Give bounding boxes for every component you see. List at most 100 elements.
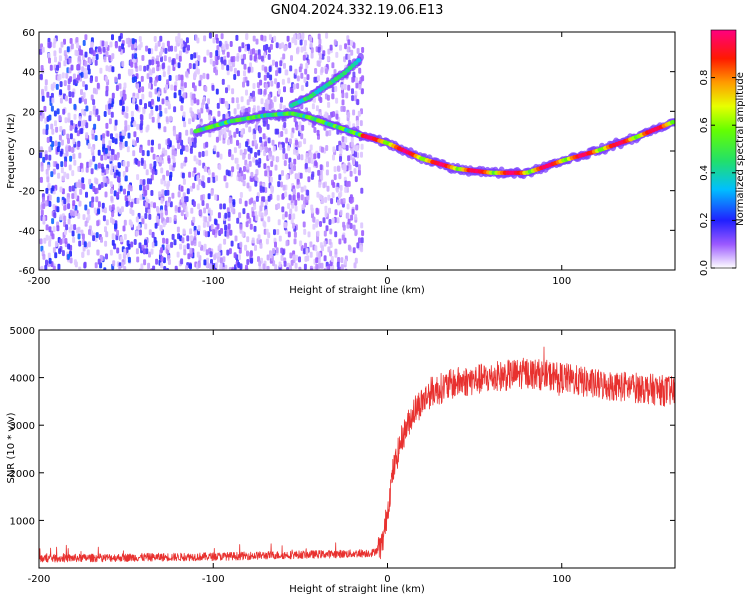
- noise-speckle: [78, 152, 82, 159]
- noise-speckle: [325, 130, 329, 137]
- noise-speckle: [352, 109, 356, 116]
- noise-speckle: [48, 235, 52, 242]
- noise-speckle: [289, 65, 293, 72]
- noise-speckle: [63, 204, 67, 211]
- noise-speckle: [51, 128, 55, 135]
- noise-speckle: [249, 250, 253, 257]
- noise-speckle: [141, 150, 145, 156]
- noise-speckle: [177, 191, 181, 198]
- noise-speckle: [340, 257, 344, 264]
- noise-speckle: [269, 150, 273, 157]
- noise-speckle: [75, 181, 79, 188]
- noise-speckle: [243, 63, 247, 70]
- noise-speckle: [105, 231, 109, 238]
- noise-speckle: [60, 41, 64, 48]
- noise-speckle: [147, 48, 151, 55]
- noise-speckle: [173, 92, 177, 99]
- noise-speckle: [242, 153, 246, 160]
- noise-speckle: [53, 37, 57, 44]
- noise-speckle: [323, 240, 327, 247]
- noise-speckle: [149, 178, 152, 185]
- noise-speckle: [325, 32, 329, 39]
- noise-speckle: [332, 182, 336, 188]
- noise-speckle: [360, 222, 364, 229]
- noise-speckle: [275, 61, 278, 68]
- noise-speckle: [347, 39, 351, 46]
- noise-speckle: [298, 141, 302, 148]
- noise-speckle: [209, 263, 213, 270]
- noise-speckle: [96, 82, 100, 89]
- noise-speckle: [283, 86, 286, 93]
- noise-speckle: [42, 156, 46, 163]
- noise-speckle: [277, 181, 281, 188]
- noise-speckle: [54, 241, 58, 247]
- noise-speckle: [280, 181, 283, 188]
- noise-speckle: [219, 257, 223, 264]
- noise-speckle: [267, 195, 271, 202]
- noise-speckle: [293, 34, 296, 41]
- noise-speckle: [135, 230, 139, 237]
- noise-speckle: [81, 108, 85, 115]
- noise-speckle: [82, 183, 86, 190]
- noise-speckle: [95, 54, 99, 60]
- noise-speckle: [280, 247, 284, 254]
- noise-speckle: [344, 259, 347, 266]
- noise-speckle: [260, 212, 264, 219]
- noise-speckle: [154, 88, 158, 95]
- y-tick-label: 20: [22, 107, 35, 118]
- snr-ylabel: SNR (10 * v/v): [6, 412, 17, 483]
- noise-speckle: [67, 218, 71, 225]
- y-tick-label: 3000: [10, 421, 35, 432]
- noise-speckle: [245, 33, 249, 40]
- noise-speckle: [233, 108, 237, 115]
- noise-speckle: [41, 46, 45, 53]
- noise-speckle: [92, 105, 96, 112]
- noise-speckle: [134, 157, 138, 164]
- noise-speckle: [125, 112, 129, 119]
- noise-speckle: [77, 226, 81, 233]
- noise-speckle: [84, 220, 88, 227]
- noise-speckle: [71, 185, 75, 192]
- noise-speckle: [167, 45, 171, 52]
- noise-speckle: [148, 113, 152, 120]
- noise-speckle: [258, 265, 262, 270]
- noise-speckle: [284, 222, 288, 229]
- noise-speckle: [105, 76, 108, 83]
- noise-speckle: [140, 159, 144, 166]
- noise-speckle: [164, 209, 168, 216]
- noise-speckle: [269, 74, 273, 81]
- noise-speckle: [361, 75, 365, 82]
- noise-speckle: [320, 262, 324, 269]
- noise-speckle: [82, 119, 86, 126]
- noise-speckle: [201, 180, 205, 187]
- noise-speckle: [228, 151, 232, 157]
- noise-speckle: [209, 52, 213, 58]
- noise-speckle: [336, 261, 340, 268]
- noise-speckle: [250, 257, 253, 264]
- noise-speckle: [254, 124, 258, 131]
- noise-speckle: [45, 129, 49, 135]
- noise-speckle: [317, 46, 321, 53]
- noise-speckle: [307, 166, 311, 173]
- noise-speckle: [67, 112, 71, 119]
- noise-speckle: [302, 54, 306, 61]
- noise-speckle: [178, 89, 182, 96]
- noise-speckle: [185, 71, 189, 78]
- noise-speckle: [64, 54, 68, 61]
- noise-speckle: [288, 42, 292, 49]
- noise-speckle: [352, 247, 356, 254]
- noise-speckle: [338, 192, 341, 199]
- noise-speckle: [235, 34, 239, 41]
- noise-speckle: [259, 185, 263, 192]
- noise-speckle: [85, 122, 89, 129]
- noise-speckle: [114, 223, 117, 230]
- noise-speckle: [228, 267, 232, 270]
- noise-speckle: [93, 207, 97, 214]
- noise-speckle: [320, 146, 324, 153]
- spectrogram-ylabel: Frequency (Hz): [6, 113, 17, 189]
- noise-speckle: [45, 259, 48, 266]
- noise-speckle: [109, 249, 113, 256]
- noise-speckle: [288, 213, 292, 220]
- noise-speckle: [241, 230, 245, 237]
- noise-speckle: [92, 235, 96, 242]
